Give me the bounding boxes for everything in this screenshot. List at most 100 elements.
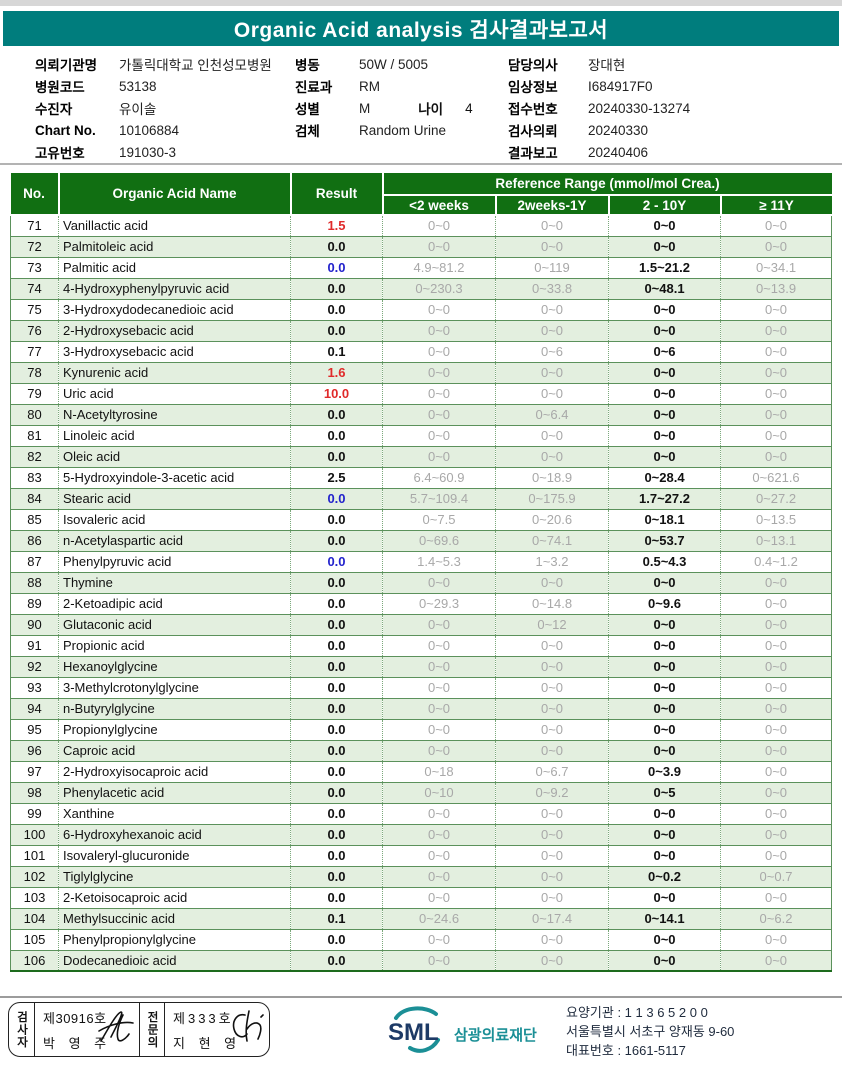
specialist-signature-icon <box>232 1010 264 1042</box>
results-table: No. Organic Acid Name Result Reference R… <box>10 173 832 972</box>
result-value: 0.1 <box>290 907 383 929</box>
row-number: 79 <box>10 382 59 404</box>
ref-ge11y: 0~0 <box>720 781 832 803</box>
result-value: 0.0 <box>290 424 383 446</box>
organic-acid-name: Propionic acid <box>58 634 291 656</box>
row-number: 106 <box>10 949 59 972</box>
examiner-signature-icon <box>98 1011 134 1042</box>
row-number: 80 <box>10 403 59 425</box>
organic-acid-name: Oleic acid <box>58 445 291 467</box>
ref-2-10y: 0~0 <box>608 676 721 698</box>
ref-ge11y: 0~0 <box>720 823 832 845</box>
organic-acid-name: n-Acetylaspartic acid <box>58 529 291 551</box>
result-value: 0.0 <box>290 508 383 530</box>
result-value: 10.0 <box>290 382 383 404</box>
patient-info-row: 의뢰기관명 가톨릭대학교 인천성모병원 <box>35 53 272 75</box>
table-row: 92 Hexanoylglycine 0.0 0~0 0~0 0~0 0~0 <box>10 655 832 677</box>
ref-lt2weeks: 6.4~60.9 <box>382 466 496 488</box>
ref-ge11y: 0~0 <box>720 592 832 614</box>
info-value: Random Urine <box>359 122 447 138</box>
ref-2-10y: 0~0 <box>608 424 721 446</box>
info-value: M <box>359 100 371 116</box>
ref-2-10y: 0~0 <box>608 823 721 845</box>
row-number: 102 <box>10 865 59 887</box>
row-number: 97 <box>10 760 59 782</box>
result-value: 0.0 <box>290 865 383 887</box>
row-number: 72 <box>10 235 59 257</box>
organic-acid-name: 3-Hydroxysebacic acid <box>58 340 291 362</box>
result-value: 0.0 <box>290 256 383 278</box>
table-row: 74 4-Hydroxyphenylpyruvic acid 0.0 0~230.3 0… <box>10 277 832 299</box>
ref-2-10y: 0~0 <box>608 949 721 972</box>
organic-acid-name: 3-Methylcrotonylglycine <box>58 676 291 698</box>
footer-divider <box>0 996 842 998</box>
table-row: 81 Linoleic acid 0.0 0~0 0~0 0~0 0~0 <box>10 424 832 446</box>
row-number: 74 <box>10 277 59 299</box>
table-row: 94 n-Butyrylglycine 0.0 0~0 0~0 0~0 0~0 <box>10 697 832 719</box>
organic-acid-name: Palmitoleic acid <box>58 235 291 257</box>
ref-lt2weeks: 0~0 <box>382 823 496 845</box>
ref-2weeks-1y: 0~14.8 <box>495 592 609 614</box>
patient-info-row: 접수번호 20240330-13274 <box>508 97 690 119</box>
specialist-stamp-cell: 제333호 지 현 영 <box>165 1003 269 1056</box>
result-value: 0.1 <box>290 340 383 362</box>
row-number: 87 <box>10 550 59 572</box>
ref-ge11y: 0~0 <box>720 361 832 383</box>
ref-2weeks-1y: 0~0 <box>495 739 609 761</box>
column-header-2weeks-1y: 2weeks-1Y <box>494 194 610 216</box>
column-header-result: Result <box>289 173 384 216</box>
ref-2-10y: 0~5 <box>608 781 721 803</box>
ref-2-10y: 0~0 <box>608 298 721 320</box>
table-row: 83 5-Hydroxyindole-3-acetic acid 2.5 6.4~60… <box>10 466 832 488</box>
table-row: 93 3-Methylcrotonylglycine 0.0 0~0 0~0 0~0 0~0 <box>10 676 832 698</box>
info-label: 진료과 <box>295 80 333 95</box>
row-number: 78 <box>10 361 59 383</box>
info-value: 20240330-13274 <box>588 100 691 116</box>
row-number: 98 <box>10 781 59 803</box>
organic-acid-name: Vanillactic acid <box>58 214 291 236</box>
result-value: 0.0 <box>290 781 383 803</box>
ref-2weeks-1y: 0~0 <box>495 844 609 866</box>
ref-2weeks-1y: 0~0 <box>495 424 609 446</box>
ref-ge11y: 0~621.6 <box>720 466 832 488</box>
result-value: 0.0 <box>290 529 383 551</box>
ref-2weeks-1y: 0~74.1 <box>495 529 609 551</box>
ref-lt2weeks: 0~0 <box>382 928 496 950</box>
ref-ge11y: 0~0 <box>720 382 832 404</box>
ref-2weeks-1y: 0~18.9 <box>495 466 609 488</box>
ref-2-10y: 0~0 <box>608 403 721 425</box>
ref-2weeks-1y: 0~0 <box>495 382 609 404</box>
result-value: 1.6 <box>290 361 383 383</box>
organic-acid-name: Phenylacetic acid <box>58 781 291 803</box>
result-value: 0.0 <box>290 760 383 782</box>
row-number: 73 <box>10 256 59 278</box>
ref-2-10y: 1.7~27.2 <box>608 487 721 509</box>
organic-acid-name: n-Butyrylglycine <box>58 697 291 719</box>
ref-lt2weeks: 0~0 <box>382 235 496 257</box>
ref-2weeks-1y: 0~175.9 <box>495 487 609 509</box>
ref-ge11y: 0~34.1 <box>720 256 832 278</box>
table-row: 98 Phenylacetic acid 0.0 0~10 0~9.2 0~5 0~0 <box>10 781 832 803</box>
ref-2-10y: 0~18.1 <box>608 508 721 530</box>
clinic-phone-line: 대표번호 : 1661-5117 <box>566 1043 686 1058</box>
ref-2-10y: 0.5~4.3 <box>608 550 721 572</box>
ref-2weeks-1y: 0~119 <box>495 256 609 278</box>
organic-acid-name: Uric acid <box>58 382 291 404</box>
table-row: 76 2-Hydroxysebacic acid 0.0 0~0 0~0 0~0 0~0 <box>10 319 832 341</box>
result-value: 0.0 <box>290 634 383 656</box>
info-value: 20240330 <box>588 122 649 138</box>
ref-2weeks-1y: 0~0 <box>495 214 609 236</box>
organic-acid-name: 2-Hydroxyisocaproic acid <box>58 760 291 782</box>
table-row: 87 Phenylpyruvic acid 0.0 1.4~5.3 1~3.2 0.5~4… <box>10 550 832 572</box>
organic-acid-name: 2-Hydroxysebacic acid <box>58 319 291 341</box>
result-value: 0.0 <box>290 277 383 299</box>
result-value: 2.5 <box>290 466 383 488</box>
patient-info-row: 병동 50W / 5005 <box>295 53 473 75</box>
patient-info-middle-column: 병동 50W / 5005 진료과 RM 성별 M 나이 4 검체 Random Urine <box>295 53 473 141</box>
result-value: 0.0 <box>290 802 383 824</box>
ref-lt2weeks: 0~0 <box>382 886 496 908</box>
ref-2-10y: 0~6 <box>608 340 721 362</box>
organic-acid-name: Caproic acid <box>58 739 291 761</box>
ref-ge11y: 0~0 <box>720 718 832 740</box>
